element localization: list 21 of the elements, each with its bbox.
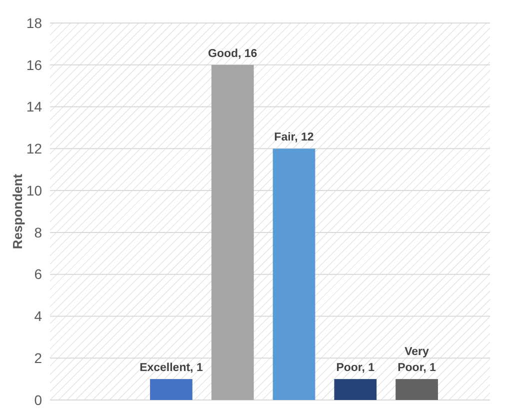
y-tick-label: 10 (26, 182, 42, 198)
bar (272, 148, 316, 400)
data-label: Very Poor, 1 (398, 346, 437, 374)
y-tick-label: 16 (26, 56, 42, 73)
y-tick-label: 14 (26, 98, 42, 115)
y-tick-label: 8 (34, 224, 42, 240)
bar (150, 379, 192, 400)
data-label: Fair, 12 (274, 132, 314, 144)
y-tick-label: 0 (34, 392, 42, 408)
data-label: Poor, 1 (336, 362, 376, 374)
y-tick-label: 2 (34, 350, 42, 366)
y-tick-label: 12 (26, 140, 42, 157)
y-axis-title: Respondent (10, 173, 25, 250)
y-tick-label: 4 (34, 308, 42, 324)
bar (396, 379, 438, 400)
bar (211, 64, 254, 400)
data-label: Good, 16 (208, 48, 258, 60)
y-tick-label: 6 (34, 266, 42, 282)
data-label: Excellent, 1 (140, 362, 204, 374)
bar (334, 379, 377, 400)
y-tick-label: 18 (26, 14, 42, 31)
